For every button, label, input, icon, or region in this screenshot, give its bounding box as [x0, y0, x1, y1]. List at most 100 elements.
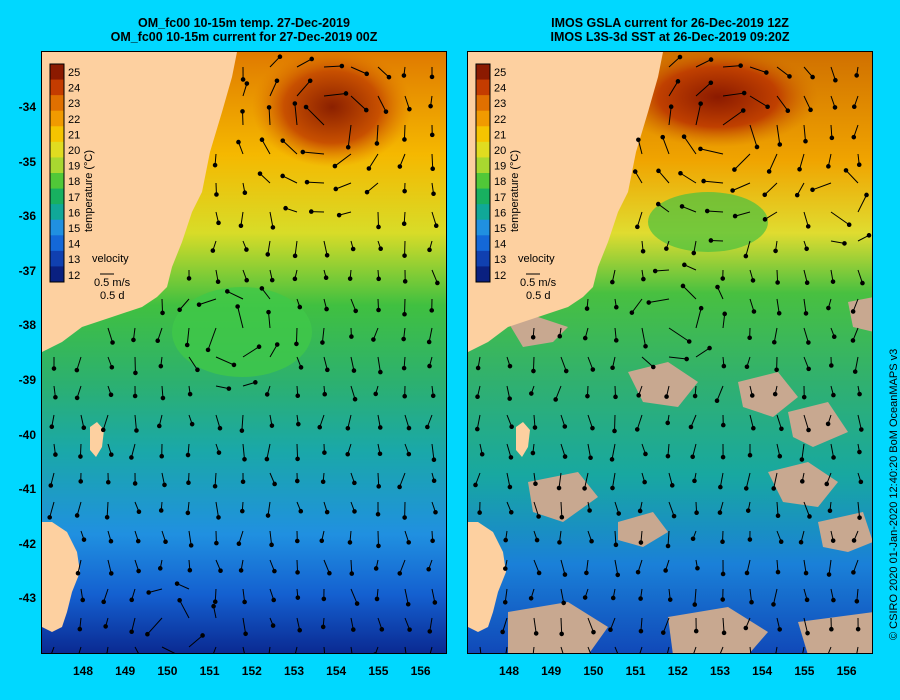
- current-arrow-head: [771, 486, 776, 491]
- current-arrow-head: [509, 424, 514, 429]
- current-arrow-head: [608, 627, 613, 633]
- left-map[interactable]: 25 24 23 22 21 20 19 18 17 16 15 14 13 12 temperature …: [41, 51, 447, 654]
- colorbar-swatch: [476, 219, 490, 236]
- current-arrow-head: [136, 568, 141, 574]
- current-arrow-head: [294, 341, 299, 347]
- right-velocity-speed: 0.5 m/s: [520, 277, 557, 289]
- current-arrow-head: [354, 601, 360, 606]
- current-arrow-head: [345, 144, 351, 150]
- current-arrow-head: [231, 362, 237, 368]
- current-arrow-head: [163, 539, 168, 545]
- left-velocity-label: velocity: [92, 253, 129, 265]
- current-arrow: [296, 443, 299, 459]
- current-arrow: [323, 559, 330, 574]
- colorbar-tick-label: 21: [494, 129, 506, 141]
- current-arrow-head: [843, 168, 849, 173]
- current-arrow-head: [646, 300, 652, 305]
- current-arrow-head: [426, 566, 431, 572]
- colorbar-tick-label: 13: [494, 254, 506, 266]
- current-arrow: [719, 646, 724, 653]
- colorbar-swatch: [476, 266, 490, 283]
- current-arrow: [749, 95, 768, 108]
- current-arrow: [749, 646, 752, 653]
- current-arrow-head: [754, 144, 760, 150]
- lat-tick-label: -39: [18, 373, 36, 387]
- current-arrow: [803, 95, 812, 111]
- current-arrow-head: [826, 572, 832, 577]
- current-arrow-head: [269, 277, 275, 283]
- current-arrow-head: [185, 452, 191, 458]
- current-arrow-head: [428, 103, 433, 109]
- colorbar-swatch: [476, 204, 490, 221]
- current-arrow: [764, 211, 778, 220]
- current-arrow-head: [810, 74, 815, 80]
- current-arrow: [532, 356, 535, 372]
- current-arrow-head: [803, 138, 808, 144]
- current-arrow-head: [831, 455, 836, 460]
- current-arrow-head: [830, 279, 836, 284]
- colorbar-swatch: [50, 64, 64, 81]
- current-arrow-head: [295, 393, 301, 399]
- current-arrow-head: [720, 539, 725, 545]
- current-arrow-head: [805, 224, 811, 229]
- current-arrow-head: [747, 335, 752, 341]
- current-arrow-head: [239, 428, 245, 433]
- current-arrow-head: [371, 337, 376, 342]
- current-arrow-head: [804, 246, 809, 252]
- colorbar-tick-label: 25: [494, 67, 506, 79]
- current-arrow: [584, 472, 589, 489]
- current-arrow-head: [799, 457, 805, 462]
- current-arrow: [722, 65, 741, 68]
- current-arrow-head: [692, 478, 697, 484]
- current-arrow-head: [638, 540, 644, 545]
- current-arrow-head: [474, 426, 480, 432]
- left-velocity-key: velocity 0.5 m/s 0.5 d: [92, 253, 131, 302]
- current-arrow: [716, 385, 724, 401]
- current-arrow: [350, 66, 367, 75]
- current-arrow: [668, 56, 681, 68]
- current-arrow-head: [345, 451, 351, 457]
- current-arrow-head: [108, 571, 114, 576]
- current-arrow-head: [533, 631, 539, 636]
- current-arrow-head: [730, 188, 735, 193]
- current-arrow-head: [129, 455, 134, 460]
- current-arrow-head: [244, 277, 250, 283]
- current-arrow-head: [707, 345, 712, 351]
- current-arrow-head: [708, 80, 714, 86]
- current-arrow-head: [376, 484, 382, 489]
- current-arrow-head: [320, 340, 325, 345]
- current-arrow-head: [851, 570, 856, 575]
- current-arrow-head: [650, 364, 656, 370]
- current-arrow-head: [364, 71, 370, 77]
- current-arrow-head: [590, 367, 596, 372]
- right-map[interactable]: 25 24 23 22 21 20 19 18 17 16 15 14 13 12 temperature …: [467, 51, 873, 654]
- current-arrow-head: [743, 625, 749, 631]
- current-arrow-head: [776, 310, 782, 316]
- current-arrow-head: [351, 627, 356, 632]
- current-arrow-head: [704, 208, 710, 214]
- current-arrow-head: [562, 454, 568, 459]
- current-arrow-head: [718, 484, 723, 490]
- current-arrow: [78, 646, 82, 653]
- current-arrow-head: [374, 141, 380, 146]
- current-arrow-head: [806, 366, 811, 372]
- current-arrow-head: [297, 304, 303, 310]
- current-arrow-head: [401, 73, 407, 78]
- current-arrow-head: [397, 571, 403, 576]
- current-arrow: [695, 308, 702, 329]
- current-arrow-head: [772, 391, 778, 397]
- current-arrow: [745, 472, 751, 489]
- current-arrow: [587, 617, 594, 633]
- colorbar-tick-label: 16: [68, 207, 80, 219]
- colorbar-swatch: [50, 110, 64, 127]
- current-arrow: [323, 646, 326, 653]
- current-arrow-head: [406, 540, 412, 545]
- current-arrow-head: [660, 134, 666, 140]
- right-land: [468, 52, 663, 352]
- right-missing-data: [508, 297, 872, 653]
- current-arrow-head: [272, 568, 277, 574]
- current-arrow-head: [375, 511, 381, 517]
- current-arrow-head: [324, 509, 330, 515]
- current-arrow-head: [352, 396, 358, 402]
- current-arrow-head: [100, 427, 106, 433]
